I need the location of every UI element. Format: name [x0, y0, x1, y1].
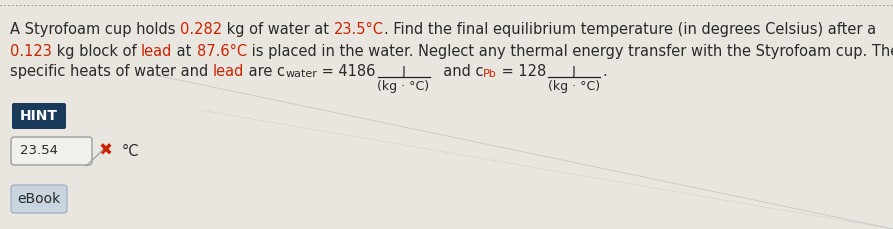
Text: ✖: ✖ [99, 142, 113, 160]
Text: water: water [285, 69, 317, 79]
Text: 0.282: 0.282 [180, 22, 222, 37]
FancyBboxPatch shape [11, 185, 67, 213]
Text: at: at [172, 44, 196, 59]
Text: are c: are c [245, 64, 285, 79]
Text: 87.6°C: 87.6°C [196, 44, 246, 59]
Text: kg block of: kg block of [52, 44, 141, 59]
Text: = 4186: = 4186 [317, 64, 375, 79]
Text: J: J [572, 65, 576, 78]
Text: J: J [402, 65, 405, 78]
Text: .: . [602, 64, 606, 79]
FancyBboxPatch shape [12, 103, 66, 129]
Text: A Styrofoam cup holds: A Styrofoam cup holds [10, 22, 180, 37]
Text: HINT: HINT [20, 109, 58, 123]
Text: (kg · °C): (kg · °C) [548, 80, 600, 93]
Text: °C: °C [122, 144, 139, 158]
Text: 0.123: 0.123 [10, 44, 52, 59]
Text: 23.54: 23.54 [20, 144, 58, 158]
Text: Pb: Pb [483, 69, 497, 79]
Text: 23.5°C: 23.5°C [334, 22, 384, 37]
Text: = 128: = 128 [497, 64, 546, 79]
Text: kg of water at: kg of water at [222, 22, 334, 37]
Text: specific heats of water and: specific heats of water and [10, 64, 213, 79]
Text: . Find the final equilibrium temperature (in degrees Celsius) after a: . Find the final equilibrium temperature… [384, 22, 876, 37]
Text: lead: lead [141, 44, 172, 59]
Text: (kg · °C): (kg · °C) [378, 80, 430, 93]
Text: and c: and c [433, 64, 483, 79]
Text: lead: lead [213, 64, 245, 79]
Text: is placed in the water. Neglect any thermal energy transfer with the Styrofoam c: is placed in the water. Neglect any ther… [246, 44, 893, 59]
FancyBboxPatch shape [11, 137, 92, 165]
Text: eBook: eBook [17, 192, 61, 206]
